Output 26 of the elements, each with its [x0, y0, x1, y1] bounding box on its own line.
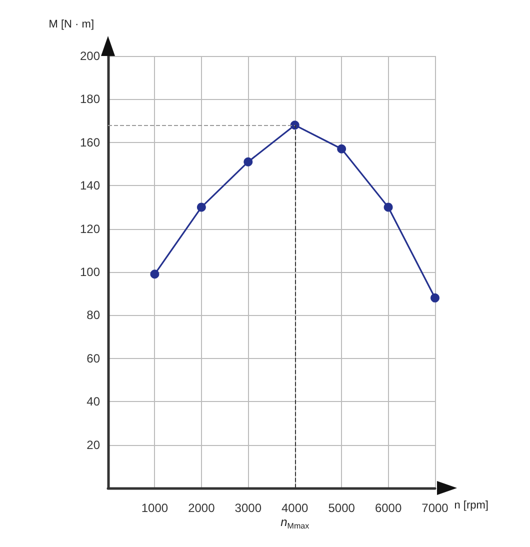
y-tick-label: 20 [86, 438, 100, 452]
x-tick-label: 2000 [188, 501, 216, 515]
x-tick-label: 5000 [328, 501, 356, 515]
point [337, 144, 346, 154]
y-tick-label: 180 [80, 92, 100, 106]
y-tick-label: 80 [86, 308, 100, 322]
x-tick-label: 1000 [141, 501, 168, 515]
point [150, 270, 160, 279]
y-tick-label: 120 [80, 222, 100, 236]
x-tick-label: 3000 [234, 501, 262, 515]
point [196, 202, 206, 212]
y-tick-label: 100 [80, 265, 100, 279]
y-tick-label: 200 [80, 49, 100, 63]
y-tick-label: 60 [86, 351, 100, 366]
x-axis-title: n [rpm] [454, 500, 488, 512]
x-tick-label: 4000 [282, 501, 309, 515]
y-tick-label: 40 [86, 394, 100, 409]
x-tick-label: 7000 [422, 501, 449, 515]
point [384, 202, 393, 212]
point [290, 120, 300, 130]
point [244, 157, 253, 166]
x-tick-label: 6000 [374, 501, 402, 515]
y-axis-title: M [N · m] [48, 18, 94, 30]
y-tick-label: 160 [80, 135, 100, 150]
point [430, 293, 440, 302]
y-tick-label: 140 [80, 178, 100, 193]
